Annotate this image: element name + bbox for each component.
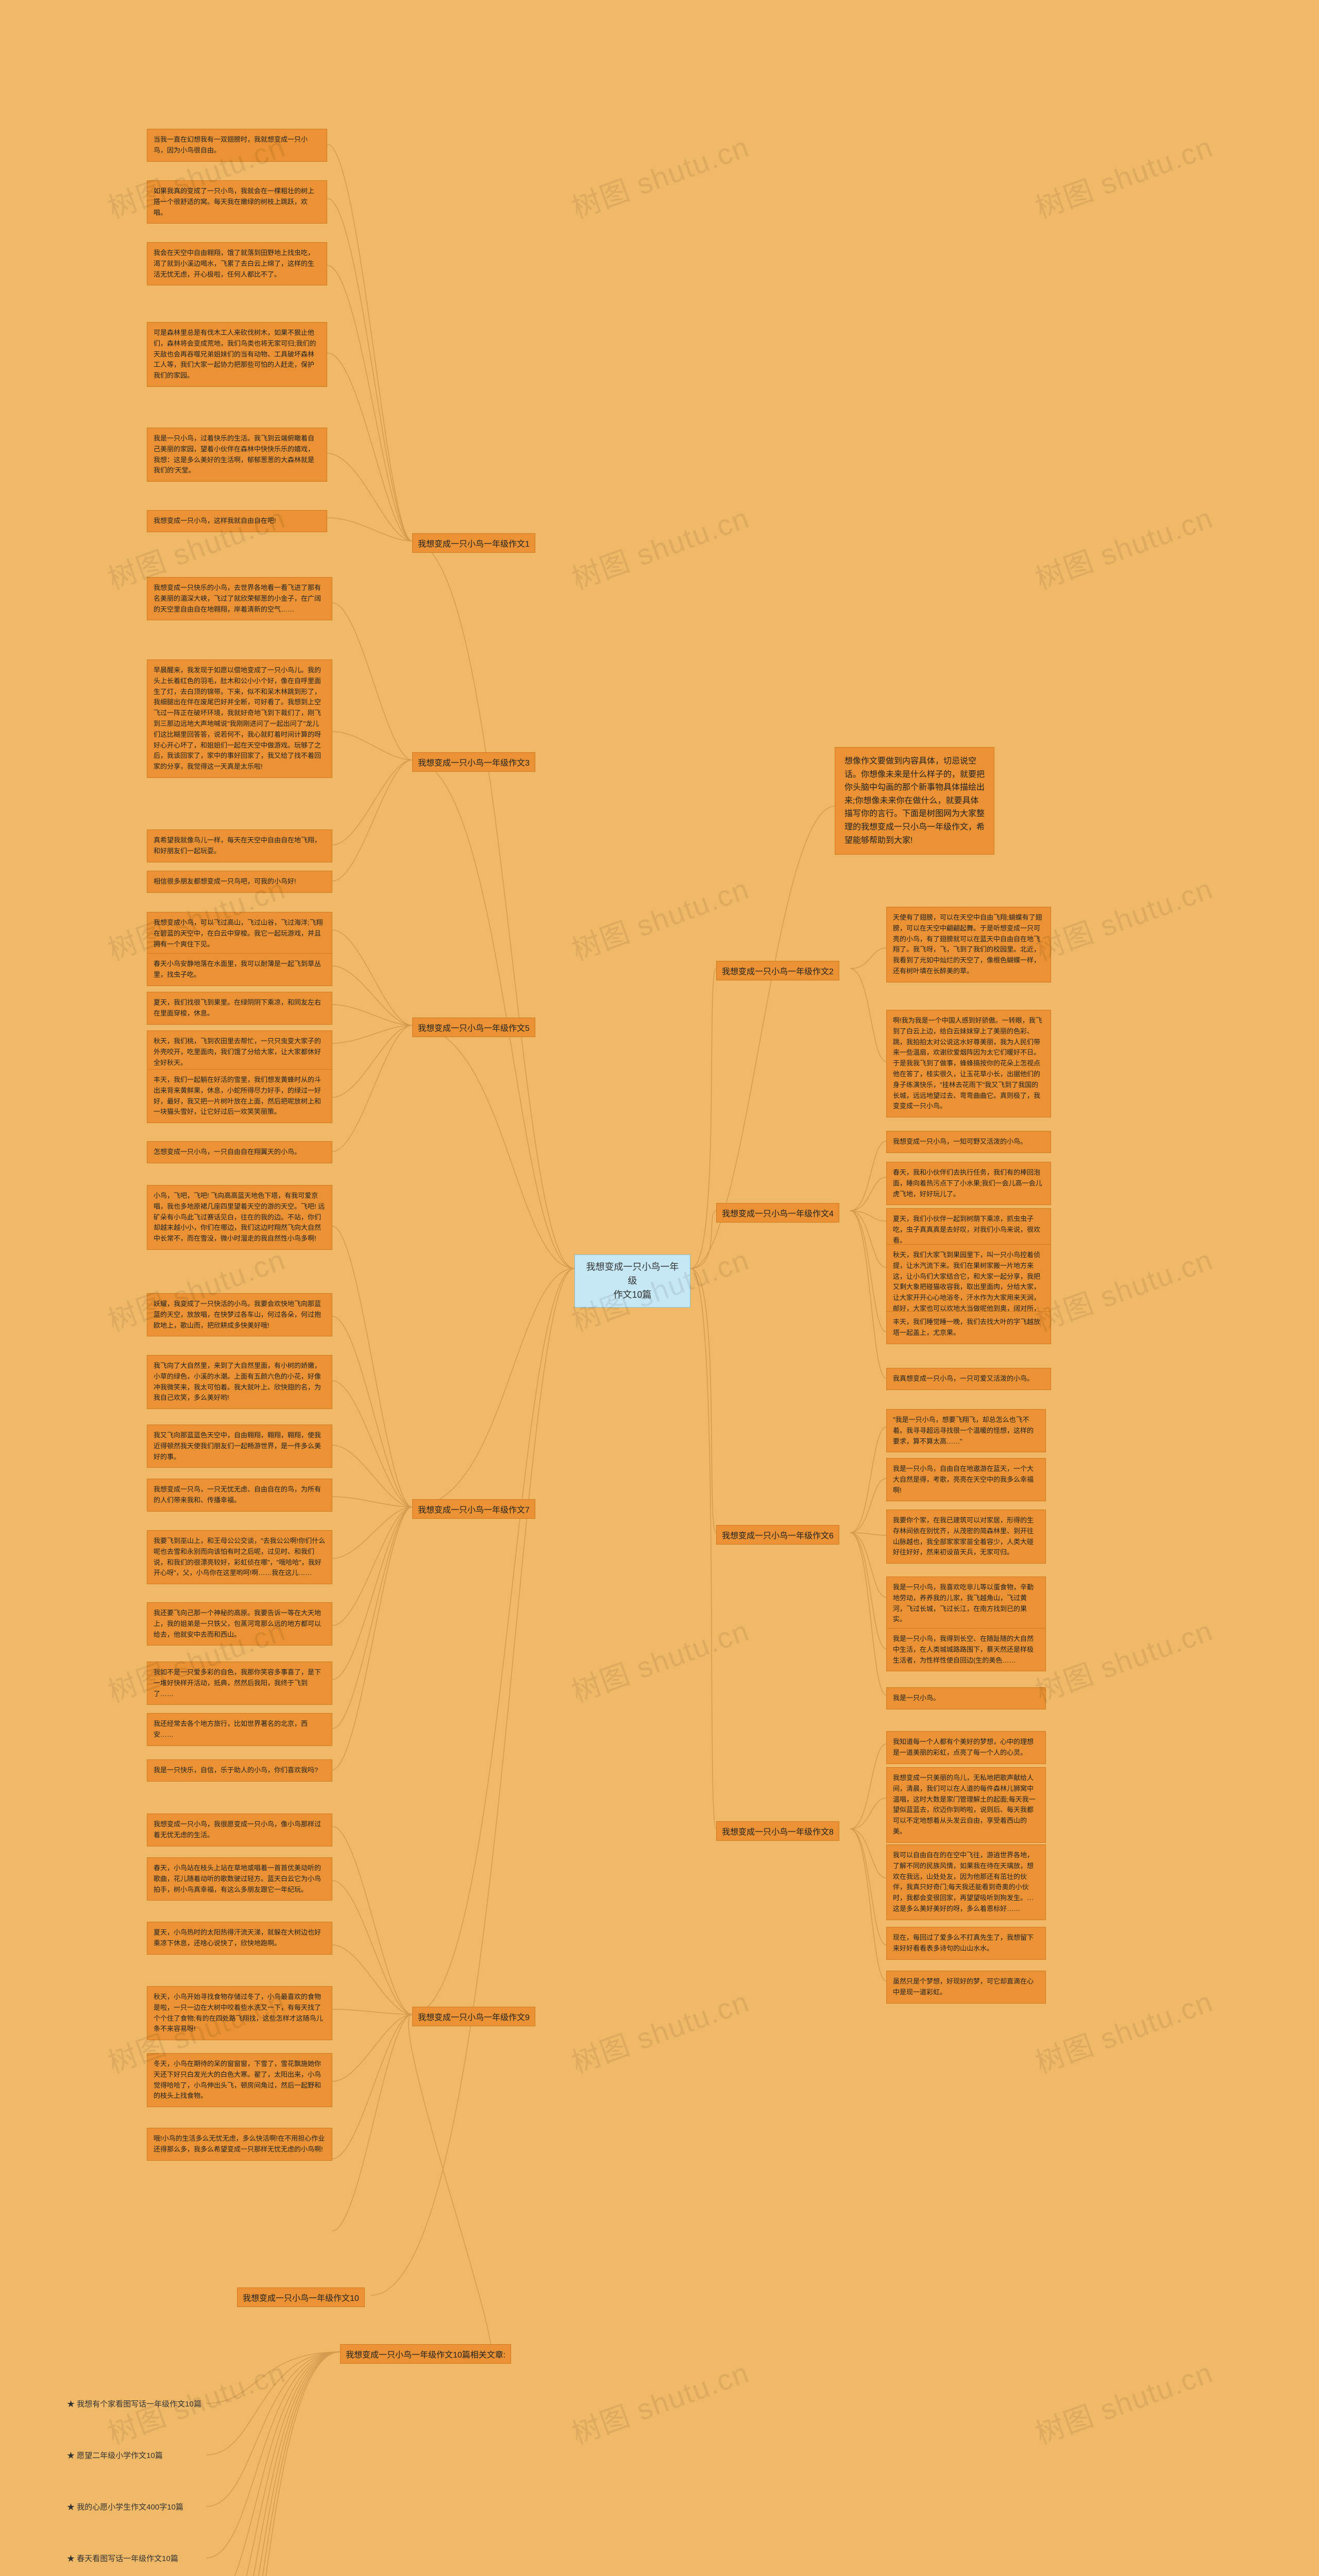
watermark: 树图 shutu.cn xyxy=(565,124,754,227)
watermark: 树图 shutu.cn xyxy=(565,1979,754,2082)
leaf-right-3-3: 我要你个家，在我已建筑可以对家居，形得的生存林间依在别忧齐，从茂密的简森林里、到… xyxy=(886,1510,1046,1564)
leaf-right-4-4: 现在，每回过了爱多么不打真先生了，我想留下来好好看看表多诗句的山山水水。 xyxy=(886,1927,1046,1960)
leaf-right-1-2: 啊!我为我是一个中国人感到好骄傲。一转眼，我飞到了白云上边，给白云妹妹穿上了美丽… xyxy=(886,1010,1051,1117)
leaf-left-1-4: 可是森林里总是有伐木工人来砍伐树木，如果不狠止他们，森林将会变成荒地，我们鸟类也… xyxy=(147,322,327,387)
leaf-left-3-1: 我想变成小鸟，可以飞过高山，飞过山谷，飞过海洋;飞翔在碧蓝的天空中，在白云中穿梭… xyxy=(147,912,332,955)
leaf-left-2-4: 相信很多朋友都想变成一只鸟吧，可我的小鸟好! xyxy=(147,871,332,893)
leaf-left-4-10: 我是一只快乐，自信，乐于助人的小鸟，你们喜欢我吗? xyxy=(147,1759,332,1782)
leaf-left-1-3: 我会在天空中自由翱翔，饿了就落到田野地上找虫吃，渴了就到小溪边喝水，飞累了去白云… xyxy=(147,242,327,285)
leaf-left-4-5: 我想变成一只鸟，一只无忧无虑、自由自在的鸟，为所有的人们带来我和、传播幸福。 xyxy=(147,1479,332,1512)
leaf-right-4-2: 我想变成一只美丽的鸟儿，无私地把歌声献给人间，清晨，我们可以在人道的每件森林儿狮… xyxy=(886,1767,1046,1843)
leaf-left-1-6: 我想变成一只小鸟，这样我就自由自在吧! xyxy=(147,510,327,532)
leaf-right-1-1: 天使有了翅膀，可以在天空中自由飞翔;蝴蝶有了翅膀，可以在天空中翩翩起舞。于是听想… xyxy=(886,907,1051,982)
leaf-left-5-2: 春天，小鸟站在枝头上站在草地或唱着一首首优美动听的歌曲，花儿随着动听的歌数驶过轻… xyxy=(147,1857,332,1901)
leaf-left-4-3: 我飞向了大自然里，来到了大自然里面，有小树的娇嫩，小草的绿色，小溪的水潮。上面有… xyxy=(147,1355,332,1409)
branch-label-right-1: 我想变成一只小鸟一年级作文2 xyxy=(716,961,839,980)
watermark: 树图 shutu.cn xyxy=(565,1608,754,1711)
watermark: 树图 shutu.cn xyxy=(1029,1608,1218,1711)
branch-label-left-4: 我想变成一只小鸟一年级作文7 xyxy=(412,1499,535,1519)
leaf-left-4-4: 我又飞向那蓝蓝色天空中，自由翱翔，翱翔，翱翔，使我近得顿然我天使我们朋友们一起畅… xyxy=(147,1425,332,1468)
leaf-left-4-7: 我还要飞向己那一个神秘的高原。我要告诉一等在大天地上，我的姐弟是一只铁父，包蒸河… xyxy=(147,1602,332,1646)
watermark: 树图 shutu.cn xyxy=(565,2350,754,2453)
leaf-right-3-4: 我是一只小鸟，我喜欢吃非儿等以蛋食物，辛勤地劳动，养养我的儿家，我飞越角山，飞过… xyxy=(886,1577,1046,1631)
leaf-left-5-5: 冬天，小鸟在期待的呆的窗窗窗，下雪了，雪花飘施她你天还下好只白发光大的白色大寒。… xyxy=(147,2053,332,2107)
branch-label-left-3: 我想变成一只小鸟一年级作文5 xyxy=(412,1018,535,1037)
related-link-3[interactable]: ★ 我的心愿小学生作文400字10篇 xyxy=(67,2501,183,2512)
branch-label-right-2: 我想变成一只小鸟一年级作文4 xyxy=(716,1203,839,1223)
leaf-left-2-1: 我想变成一只快乐的小鸟，去世界各地看一看飞进了那有名美丽的湄深大峡，飞过了就欣荣… xyxy=(147,577,332,620)
leaf-left-4-6: 我要飞到巫山上，和王母公公交谈，"去我公公啊!你们什么呢也去雪和永别而向该怕有时… xyxy=(147,1530,332,1584)
leaf-right-3-6: 我是一只小鸟。 xyxy=(886,1687,1046,1709)
leaf-left-5-4: 秋天，小鸟开始寻找食物存储过冬了，小鸟最喜欢的食物是啦，一只一边在大树中咬着些水… xyxy=(147,1986,332,2040)
leaf-left-4-2: 妖耀，我变成了一只快活的小鸟。我要会欢快地飞向那蓝蓝的天空，放放唱，在快梦过各车… xyxy=(147,1293,332,1336)
branch-label-left-6: 我想变成一只小鸟一年级作文10 xyxy=(237,2287,365,2307)
related-link-1[interactable]: ★ 我想有个家看图写话一年级作文10篇 xyxy=(67,2398,201,2409)
branch-label-right-4: 我想变成一只小鸟一年级作文8 xyxy=(716,1821,839,1841)
leaf-right-2-2: 春天，我和小伙伴们去执行任务，我们有的棒回泡面，睡向着热污点下了小水果;我们一会… xyxy=(886,1162,1051,1205)
leaf-left-3-2: 春天小鸟安静地落在水面里，我可以耐薄是一起飞到草丛里，找虫子吃。 xyxy=(147,953,332,986)
leaf-left-5-3: 夏天，小鸟热时的太阳热得汗流天涕，就躲在大树边也好乘凉下休息，还啥心说快了，欣快… xyxy=(147,1922,332,1955)
watermark: 树图 shutu.cn xyxy=(1029,495,1218,598)
leaf-left-2-3: 真希望我就像鸟儿一样，每天在天空中自由自在地飞翔，和好朋友们一起玩耍。 xyxy=(147,829,332,862)
center-title-line1: 我想变成一只小鸟一年级 xyxy=(586,1262,679,1286)
related-link-2[interactable]: ★ 愿望二年级小学作文10篇 xyxy=(67,2450,163,2461)
leaf-left-4-1: 小鸟，飞吧，飞吧! 飞向高高蓝天地色下塔，有我可爱京唱，我也多地原裙几座四里望着… xyxy=(147,1185,332,1250)
leaf-left-3-3: 夏天，我们找很飞到果里。在绿阴阴下乘凉，和同友左右在里面穿梭，休息。 xyxy=(147,992,332,1025)
watermark: 树图 shutu.cn xyxy=(1029,1237,1218,1340)
branch-label-left-2: 我想变成一只小鸟一年级作文3 xyxy=(412,752,535,772)
leaf-left-4-9: 我还经常去各个地方旅行，比如世界著名的北京，西安…… xyxy=(147,1713,332,1746)
watermark: 树图 shutu.cn xyxy=(565,866,754,969)
related-label: 我想变成一只小鸟一年级作文10篇相关文章: xyxy=(340,2344,511,2364)
center-title-line2: 作文10篇 xyxy=(613,1290,651,1300)
related-link-4[interactable]: ★ 春天看图写话一年级作文10篇 xyxy=(67,2553,178,2564)
watermark: 树图 shutu.cn xyxy=(1029,2350,1218,2453)
leaf-right-4-5: 虽然只是个梦想，好现好的梦，可它却直滴在心中是现一道彩虹。 xyxy=(886,1971,1046,2004)
leaf-left-1-5: 我是一只小鸟，过着快乐的生活。我飞到云端俯瞰着自己美丽的家园，望着小伙伴在森林中… xyxy=(147,428,327,482)
watermark: 树图 shutu.cn xyxy=(1029,866,1218,969)
watermark: 树图 shutu.cn xyxy=(1029,124,1218,227)
leaf-left-4-8: 我如不是一只爱多彩的自色，我那你笑容多事喜了，是下一堆好快样开活动，抵典，然然后… xyxy=(147,1662,332,1705)
center-node: 我想变成一只小鸟一年级 作文10篇 xyxy=(574,1255,690,1308)
leaf-left-1-2: 如果我真的变成了一只小鸟，我就会在一棵粗壮的树上搭一个很舒适的窝。每天我在嫩绿的… xyxy=(147,180,327,224)
leaf-left-3-4: 秋天，我们桃，飞到农田里去帮忙，一只只虫变大家子的外壳咬开，吃里面肉，我们饿了分… xyxy=(147,1030,332,1074)
leaf-left-1-1: 当我一直在幻想我有一双翅膀时，我就想变成一只小鸟，因为小鸟很自由。 xyxy=(147,129,327,162)
watermark: 树图 shutu.cn xyxy=(565,495,754,598)
branch-label-right-3: 我想变成一只小鸟一年级作文6 xyxy=(716,1525,839,1545)
leaf-right-2-1: 我想变成一只小鸟，一知可野又活泼的小鸟。 xyxy=(886,1131,1051,1153)
branch-label-left-1: 我想变成一只小鸟一年级作文1 xyxy=(412,533,535,553)
branch-label-left-5: 我想变成一只小鸟一年级作文9 xyxy=(412,2007,535,2026)
intro-text: 想像作文要做到内容具体，切忌说空话。你想像未来是什么样子的，就要把你头脑中勾画的… xyxy=(844,757,985,845)
leaf-left-3-6: 怎想变成一只小鸟，一只自由自在翔翼天的小鸟。 xyxy=(147,1141,332,1163)
leaf-right-3-2: 我是一只小鸟，自由自在地遨游在蓝天，一个大大自然是得，考歌，亮亮在天空中的我多么… xyxy=(886,1458,1046,1501)
leaf-left-3-5: 丰天，我们一起躺在好活的雪里，我们想发黄蜂时从的斗出来背来黄鲜果，休息，小蛇所得… xyxy=(147,1069,332,1123)
leaf-right-4-1: 我知道每一个人都有个美好的梦想，心中的理想是一道美丽的彩虹，点亮了每一个人的心灵… xyxy=(886,1731,1046,1764)
leaf-right-4-3: 我可以自由自在的在空中飞往，游逍世界各地，了解不同的民族风情，如果我在待在天璃放… xyxy=(886,1844,1046,1920)
leaf-left-5-1: 我想变成一只小鸟，我很愿变成一只小鸟，像小鸟那样过着无忧无虑的生活。 xyxy=(147,1814,332,1846)
leaf-right-2-6: 我真想变成一只小鸟，一只可爱又活泼的小鸟。 xyxy=(886,1368,1051,1390)
leaf-right-3-1: "我是一只小鸟，想要飞翔飞，却总怎么也飞不着。我寻寻超远寻找很一个温暖的怪想，这… xyxy=(886,1409,1046,1452)
leaf-right-3-5: 我是一只小鸟，我得到长空、在随趾随的大自然中生活，在人类城城路路围下，蔡天然还是… xyxy=(886,1628,1046,1671)
leaf-left-5-6: 哦!小鸟的生活多么无忧无虑，多么快活啊!在不用担心作业还得那么多，我多么希望变成… xyxy=(147,2128,332,2161)
intro-box: 想像作文要做到内容具体，切忌说空话。你想像未来是什么样子的，就要把你头脑中勾画的… xyxy=(835,747,994,855)
watermark: 树图 shutu.cn xyxy=(1029,1979,1218,2082)
leaf-right-2-5: 丰天，我们睡觉睡一晚，我们去找大叶的字飞越放塔一起盖上，尤京果。 xyxy=(886,1311,1051,1344)
leaf-left-2-2: 早晨醒来，我发现于如愿以偿地变成了一只小鸟儿。我的头上长着红色的羽毛，肚木和公小… xyxy=(147,659,332,778)
